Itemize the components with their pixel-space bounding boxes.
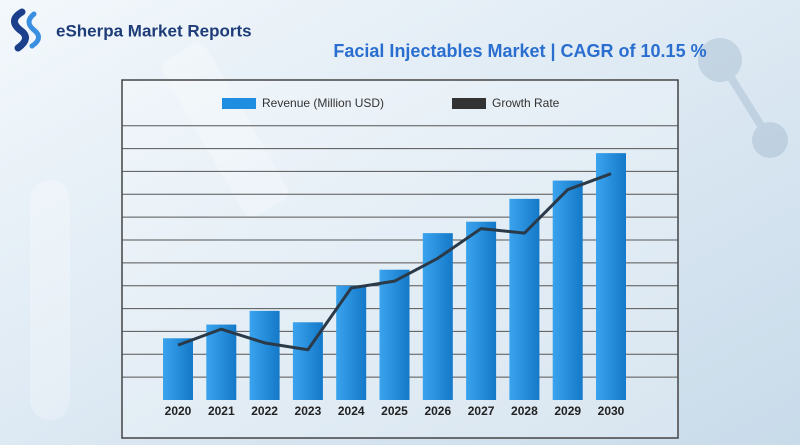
x-tick-label: 2024 bbox=[338, 404, 365, 418]
bar bbox=[249, 310, 280, 400]
bar bbox=[163, 338, 193, 400]
bar bbox=[509, 198, 540, 400]
bar bbox=[422, 233, 453, 400]
legend-label: Revenue (Million USD) bbox=[262, 96, 384, 110]
legend-label: Growth Rate bbox=[492, 96, 560, 110]
x-tick-label: 2028 bbox=[511, 404, 538, 418]
legend-swatch bbox=[452, 98, 486, 109]
logo bbox=[11, 8, 41, 52]
legend-swatch bbox=[222, 98, 256, 109]
decor bbox=[30, 38, 788, 420]
x-tick-label: 2021 bbox=[208, 404, 235, 418]
growth-line bbox=[177, 172, 612, 352]
bar bbox=[466, 221, 497, 400]
x-tick-label: 2027 bbox=[468, 404, 495, 418]
x-tick-label: 2020 bbox=[165, 404, 192, 418]
bar bbox=[206, 324, 237, 400]
x-tick-label: 2023 bbox=[295, 404, 322, 418]
bar bbox=[379, 269, 410, 400]
bar bbox=[552, 180, 583, 400]
brand: eSherpa Market Reports bbox=[56, 21, 252, 40]
x-tick-label: 2022 bbox=[251, 404, 278, 418]
bar bbox=[596, 153, 626, 400]
x-tick-label: 2029 bbox=[554, 404, 581, 418]
x-tick-label: 2025 bbox=[381, 404, 408, 418]
x-tick-label: 2030 bbox=[598, 404, 625, 418]
chart-title: Facial Injectables Market | CAGR of 10.1… bbox=[333, 41, 706, 61]
x-tick-label: 2026 bbox=[424, 404, 451, 418]
